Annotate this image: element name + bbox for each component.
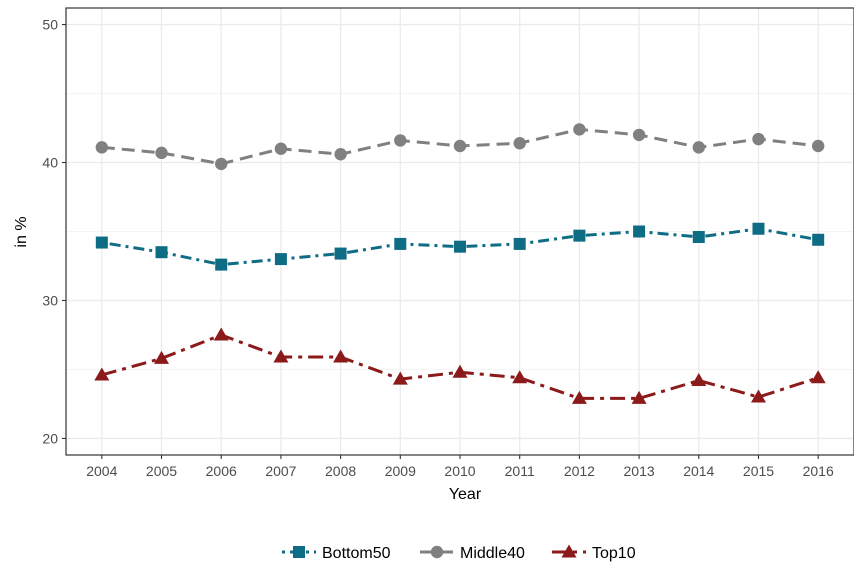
data-point — [692, 141, 705, 154]
legend-item-bottom50: Bottom50 — [282, 545, 391, 562]
y-tick-label: 50 — [42, 17, 58, 33]
legend: Bottom50 Middle40 Top10 — [282, 544, 636, 562]
data-point — [274, 142, 288, 155]
x-tick-label: 2004 — [86, 463, 117, 479]
x-tick-label: 2005 — [146, 463, 177, 479]
data-point — [334, 148, 347, 161]
x-tick-label: 2007 — [265, 463, 296, 479]
data-point — [155, 146, 168, 160]
data-point — [750, 389, 766, 403]
axes: 20 30 40 50 2004 2005 2006 2007 2008 2009 2010 2011… — [42, 17, 834, 479]
data-point — [334, 247, 347, 260]
data-point — [633, 225, 646, 238]
data-point — [631, 390, 647, 404]
data-point — [333, 349, 349, 363]
data-point — [752, 132, 765, 146]
x-tick-label: 2009 — [385, 463, 416, 479]
data-point — [273, 349, 289, 363]
data-point — [392, 371, 408, 385]
data-point — [811, 139, 825, 153]
x-tick-label: 2011 — [505, 463, 535, 479]
series-bottom50 — [95, 222, 825, 271]
data-point — [394, 237, 407, 250]
data-point — [155, 246, 168, 259]
data-point — [752, 222, 765, 235]
legend-item-top10: Top10 — [552, 544, 636, 562]
data-point — [691, 373, 707, 386]
x-tick-label: 2008 — [325, 463, 356, 479]
x-axis-title: Year — [449, 486, 482, 503]
x-tick-label: 2013 — [624, 463, 655, 479]
data-point — [154, 350, 170, 364]
data-point — [215, 157, 228, 171]
legend-key-marker — [430, 545, 444, 559]
data-point — [394, 134, 407, 147]
data-point — [513, 237, 526, 250]
data-point — [692, 231, 705, 244]
y-tick-label: 40 — [42, 155, 58, 171]
data-point — [571, 390, 587, 404]
x-tick-label: 2015 — [743, 463, 774, 479]
x-tick-label: 2006 — [206, 463, 237, 479]
legend-key-marker — [293, 546, 305, 558]
series-lines — [94, 123, 826, 404]
data-point — [453, 139, 467, 153]
legend-key-marker — [561, 544, 577, 558]
data-point — [454, 240, 466, 253]
data-point — [512, 370, 528, 384]
data-point — [94, 367, 110, 381]
legend-label: Top10 — [592, 545, 636, 562]
data-point — [95, 141, 109, 154]
data-point — [812, 233, 825, 246]
series-top10 — [94, 327, 826, 404]
x-tick-label: 2012 — [564, 463, 595, 479]
data-point — [632, 128, 646, 142]
y-axis-title: in % — [13, 216, 30, 247]
data-point — [573, 123, 586, 136]
data-point — [573, 229, 586, 242]
x-tick-label: 2016 — [803, 463, 834, 479]
x-tick-label: 2010 — [444, 463, 475, 479]
legend-label: Bottom50 — [322, 545, 391, 562]
y-tick-label: 30 — [42, 292, 58, 308]
data-point — [274, 253, 287, 266]
legend-label: Middle40 — [460, 545, 525, 562]
data-point — [452, 364, 468, 378]
data-point — [213, 327, 229, 341]
data-point — [810, 370, 826, 384]
data-point — [215, 258, 228, 271]
data-point — [513, 137, 526, 150]
data-point — [95, 236, 108, 249]
x-tick-label: 2014 — [683, 463, 714, 479]
legend-item-middle40: Middle40 — [420, 545, 525, 562]
series-middle40 — [95, 123, 825, 171]
y-tick-label: 20 — [42, 430, 58, 446]
